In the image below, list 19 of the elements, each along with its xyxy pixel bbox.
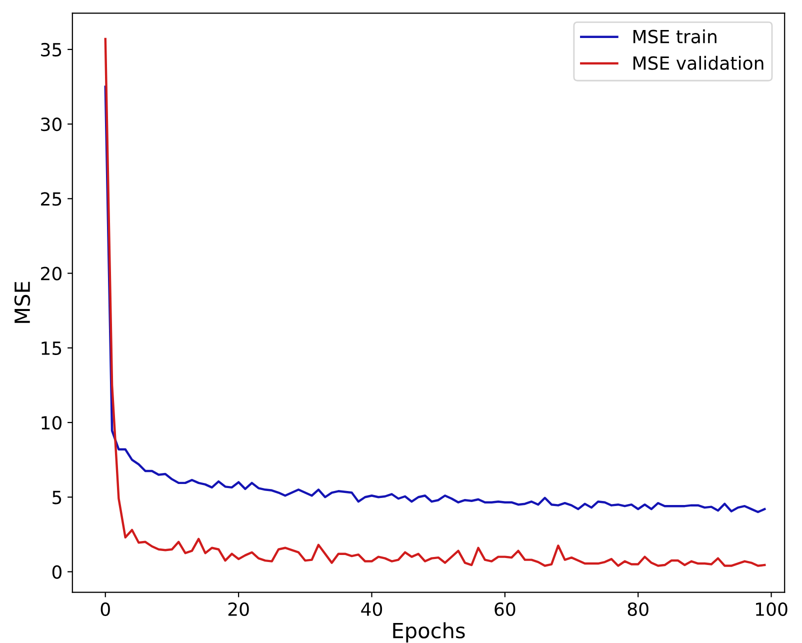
line-series [104, 86, 766, 514]
x-tick-label: 80 [628, 602, 648, 616]
x-tick-label: 0 [100, 602, 110, 616]
y-tick-label: 5 [52, 490, 62, 504]
x-tick-label: 40 [361, 602, 382, 616]
legend-label: MSE train [633, 29, 716, 44]
y-tick-label: 30 [41, 118, 62, 132]
y-tick-label: 20 [41, 266, 62, 280]
y-tick-label: 0 [52, 565, 62, 579]
x-axis-title: Epochs [393, 622, 465, 642]
y-tick-label: 25 [41, 192, 62, 206]
y-tick-label: 35 [41, 42, 62, 57]
y-tick-label: 15 [42, 342, 62, 356]
x-tick-label: 20 [228, 602, 249, 616]
y-tick-label: 10 [42, 416, 62, 430]
x-tick-label: 100 [756, 602, 788, 616]
y-axis-title: MSE [14, 282, 30, 323]
legend-label: MSE validation [633, 56, 764, 70]
x-tick-label: 60 [494, 602, 516, 616]
